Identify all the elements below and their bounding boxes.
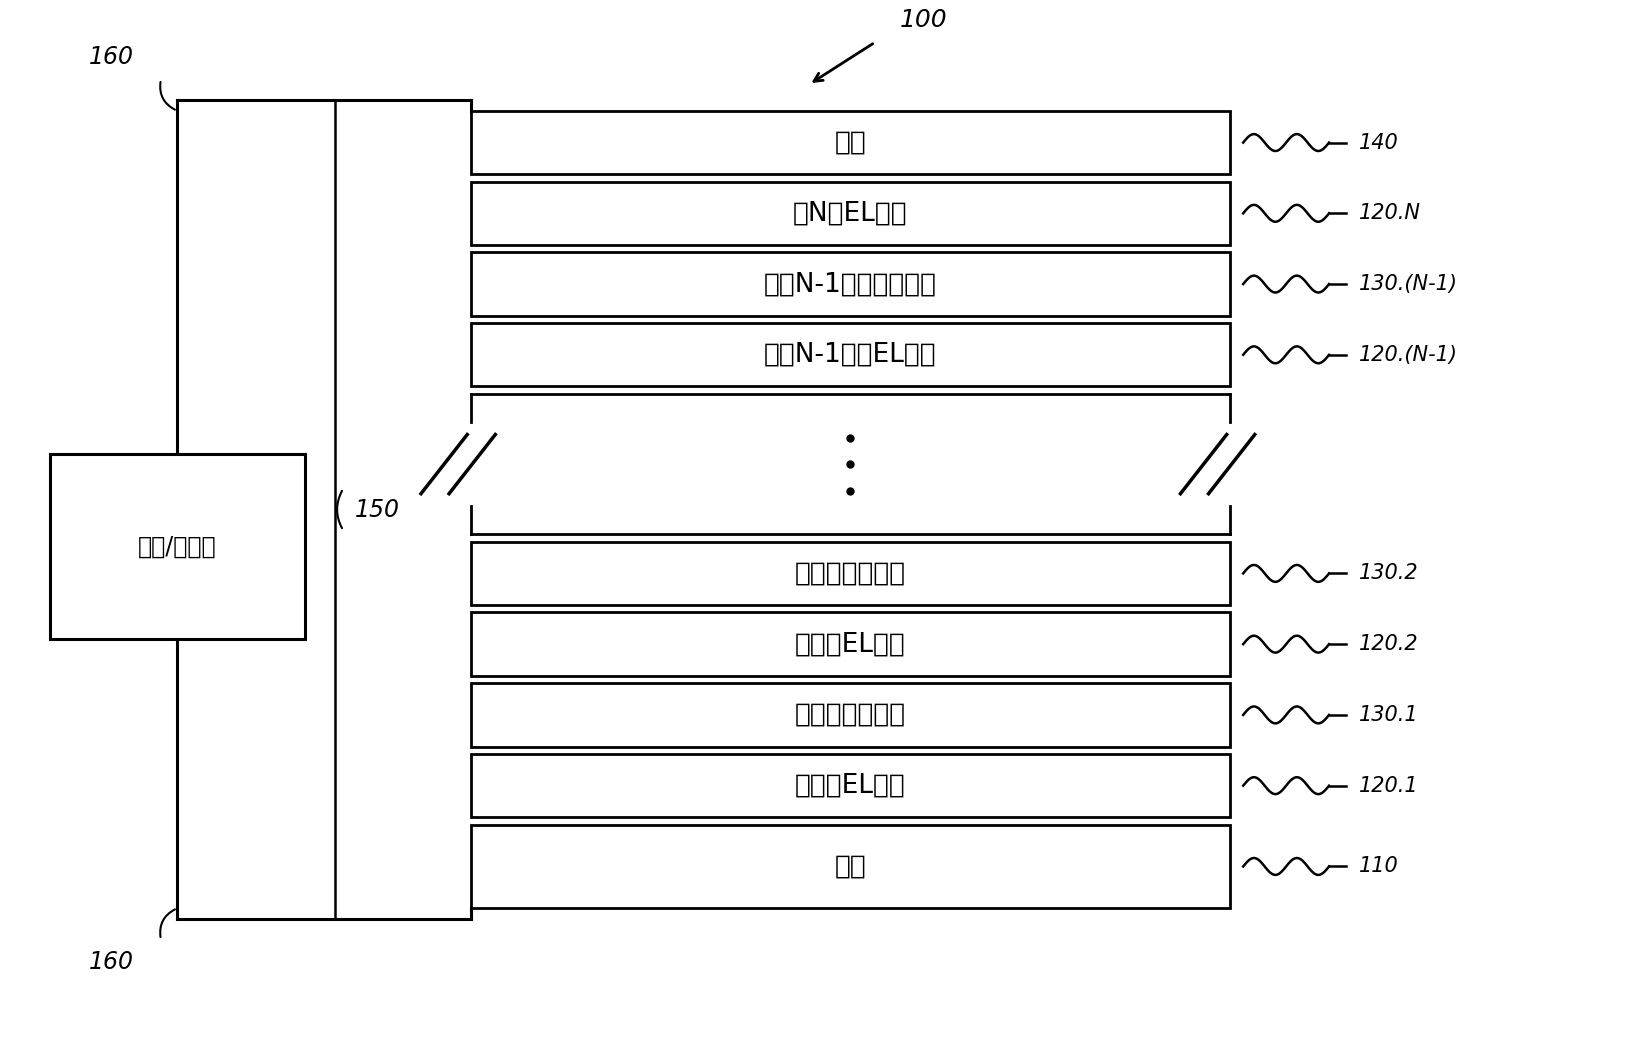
- Text: 130.(N-1): 130.(N-1): [1359, 275, 1458, 294]
- Bar: [471, 111, 1230, 174]
- Text: 110: 110: [1359, 856, 1398, 876]
- Text: 第一个EL单元: 第一个EL单元: [794, 773, 906, 798]
- Bar: [471, 252, 1230, 316]
- Text: 120.1: 120.1: [1359, 776, 1418, 795]
- Bar: [471, 182, 1230, 245]
- Text: 第N个EL单元: 第N个EL单元: [792, 201, 908, 226]
- Text: 100: 100: [900, 7, 948, 32]
- Bar: [471, 323, 1230, 386]
- Text: 120.(N-1): 120.(N-1): [1359, 345, 1458, 364]
- Text: 第二个EL单元: 第二个EL单元: [794, 631, 906, 657]
- Bar: [471, 612, 1230, 676]
- Bar: [471, 754, 1230, 817]
- Text: 第二个连接单元: 第二个连接单元: [794, 561, 906, 586]
- Text: 阴极: 阴极: [834, 130, 867, 155]
- Text: 第（N-1）个连接单元: 第（N-1）个连接单元: [764, 271, 936, 297]
- Text: 120.N: 120.N: [1359, 204, 1422, 223]
- Bar: [471, 825, 1230, 908]
- Text: 阳极: 阳极: [834, 853, 867, 880]
- Text: 150: 150: [355, 497, 400, 522]
- Text: 130.1: 130.1: [1359, 705, 1418, 724]
- Text: 140: 140: [1359, 133, 1398, 152]
- Bar: [471, 542, 1230, 605]
- Text: 120.2: 120.2: [1359, 635, 1418, 654]
- Text: 160: 160: [89, 44, 134, 69]
- Bar: [471, 683, 1230, 747]
- Text: 第（N-1）个EL单元: 第（N-1）个EL单元: [764, 342, 936, 367]
- Text: 第一个连接单元: 第一个连接单元: [794, 702, 906, 728]
- Text: 电压/电流源: 电压/电流源: [139, 534, 216, 559]
- Bar: [50, 454, 305, 639]
- Text: 160: 160: [89, 950, 134, 975]
- Text: 130.2: 130.2: [1359, 564, 1418, 583]
